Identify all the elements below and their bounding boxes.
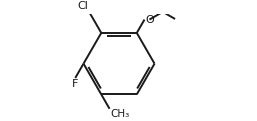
Text: F: F — [72, 79, 78, 89]
Text: CH₃: CH₃ — [110, 109, 130, 119]
Text: O: O — [145, 15, 154, 25]
Text: Cl: Cl — [78, 1, 88, 11]
